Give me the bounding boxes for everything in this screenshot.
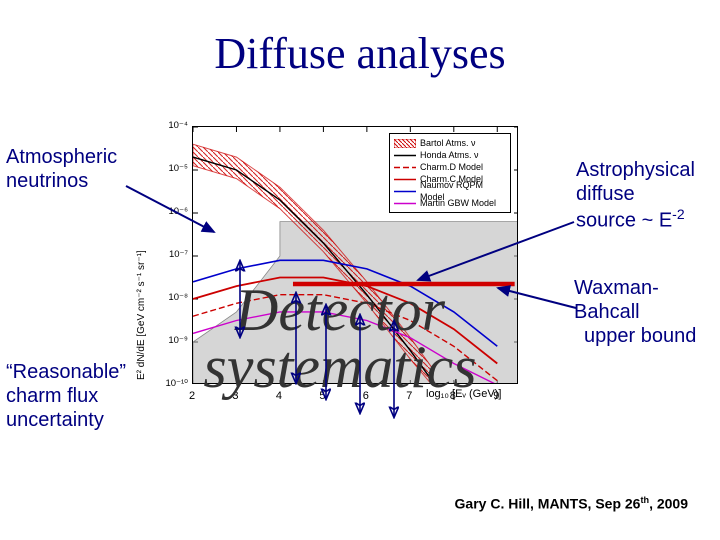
overlay-line: systematics (130, 339, 550, 396)
legend-row: Honda Atms. ν (394, 149, 506, 161)
label-astrophysical: Astrophysical diffuse source ~ E-2 (576, 158, 695, 233)
label-line: Waxman-Bahcall (574, 276, 720, 324)
overlay-line: Detector (130, 282, 550, 339)
label-line: Atmospheric neutrinos (6, 146, 117, 192)
label-line: upper bound (574, 324, 720, 348)
chart-legend: Bartol Atms. νHonda Atms. νCharm.D Model… (389, 133, 511, 213)
label-line: “Reasonable” (6, 360, 126, 384)
y-tick-label: 10⁻⁶ (148, 206, 188, 217)
legend-row: Charm.D Model (394, 161, 506, 173)
label-line: uncertainty (6, 408, 126, 432)
label-line: source ~ E-2 (576, 206, 695, 233)
page-title: Diffuse analyses (0, 28, 720, 79)
footer-credit: Gary C. Hill, MANTS, Sep 26th, 2009 (455, 495, 688, 512)
label-atmospheric: Atmospheric neutrinos (6, 145, 117, 193)
label-line: diffuse (576, 182, 695, 206)
y-tick-label: 10⁻⁷ (148, 249, 188, 260)
legend-row: Bartol Atms. ν (394, 137, 506, 149)
label-line: Astrophysical (576, 158, 695, 182)
overlay-text: Detector systematics (130, 282, 550, 396)
label-charm: “Reasonable” charm flux uncertainty (6, 360, 126, 432)
legend-row: Naumov RQPM Model (394, 185, 506, 197)
y-tick-label: 10⁻⁵ (148, 163, 188, 174)
label-waxman-bahcall: Waxman-Bahcall upper bound (574, 276, 720, 348)
legend-row: Martin GBW Model (394, 197, 506, 209)
label-line: charm flux (6, 384, 126, 408)
y-tick-label: 10⁻⁴ (148, 120, 188, 131)
